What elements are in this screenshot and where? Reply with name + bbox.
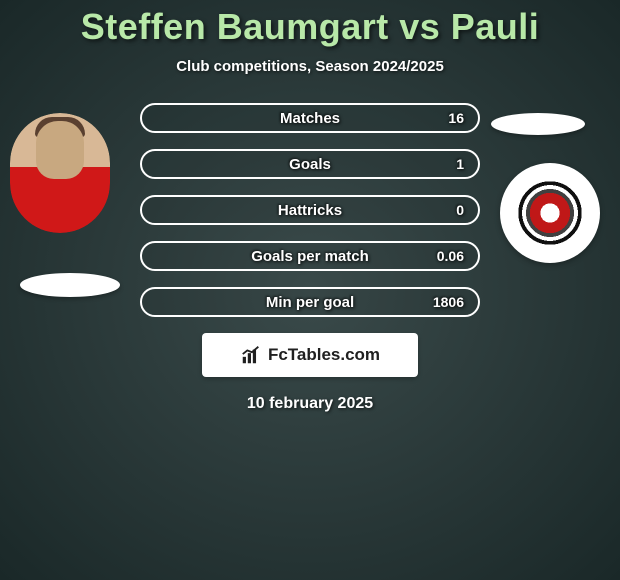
page-subtitle: Club competitions, Season 2024/2025 (0, 58, 620, 75)
stat-label: Min per goal (142, 294, 478, 311)
page-date: 10 february 2025 (0, 395, 620, 413)
stat-value: 0.06 (437, 248, 464, 264)
stat-row: Goals1 (140, 149, 480, 179)
stat-value: 0 (456, 202, 464, 218)
opponent-disc (491, 113, 585, 135)
footer-badge: FcTables.com (202, 333, 418, 377)
stat-value: 1806 (433, 294, 464, 310)
stats-list: Matches16 Goals1 Hattricks0 Goals per match… (140, 103, 480, 317)
page-title: Steffen Baumgart vs Pauli (0, 0, 620, 48)
stat-value: 1 (456, 156, 464, 172)
stat-row: Matches16 (140, 103, 480, 133)
stat-row: Min per goal1806 (140, 287, 480, 317)
stat-label: Matches (142, 110, 478, 127)
stat-label: Goals per match (142, 248, 478, 265)
portrait-head (36, 121, 84, 179)
stat-value: 16 (448, 110, 464, 126)
player-portrait (10, 113, 110, 233)
player-disc (20, 273, 120, 297)
content-region: Matches16 Goals1 Hattricks0 Goals per match… (0, 103, 620, 413)
bar-chart-icon (240, 344, 262, 366)
opponent-logo-swirl (516, 179, 584, 247)
stat-label: Goals (142, 156, 478, 173)
footer-brand-text: FcTables.com (268, 345, 380, 365)
stat-row: Goals per match0.06 (140, 241, 480, 271)
opponent-logo (500, 163, 600, 263)
stat-row: Hattricks0 (140, 195, 480, 225)
stat-label: Hattricks (142, 202, 478, 219)
